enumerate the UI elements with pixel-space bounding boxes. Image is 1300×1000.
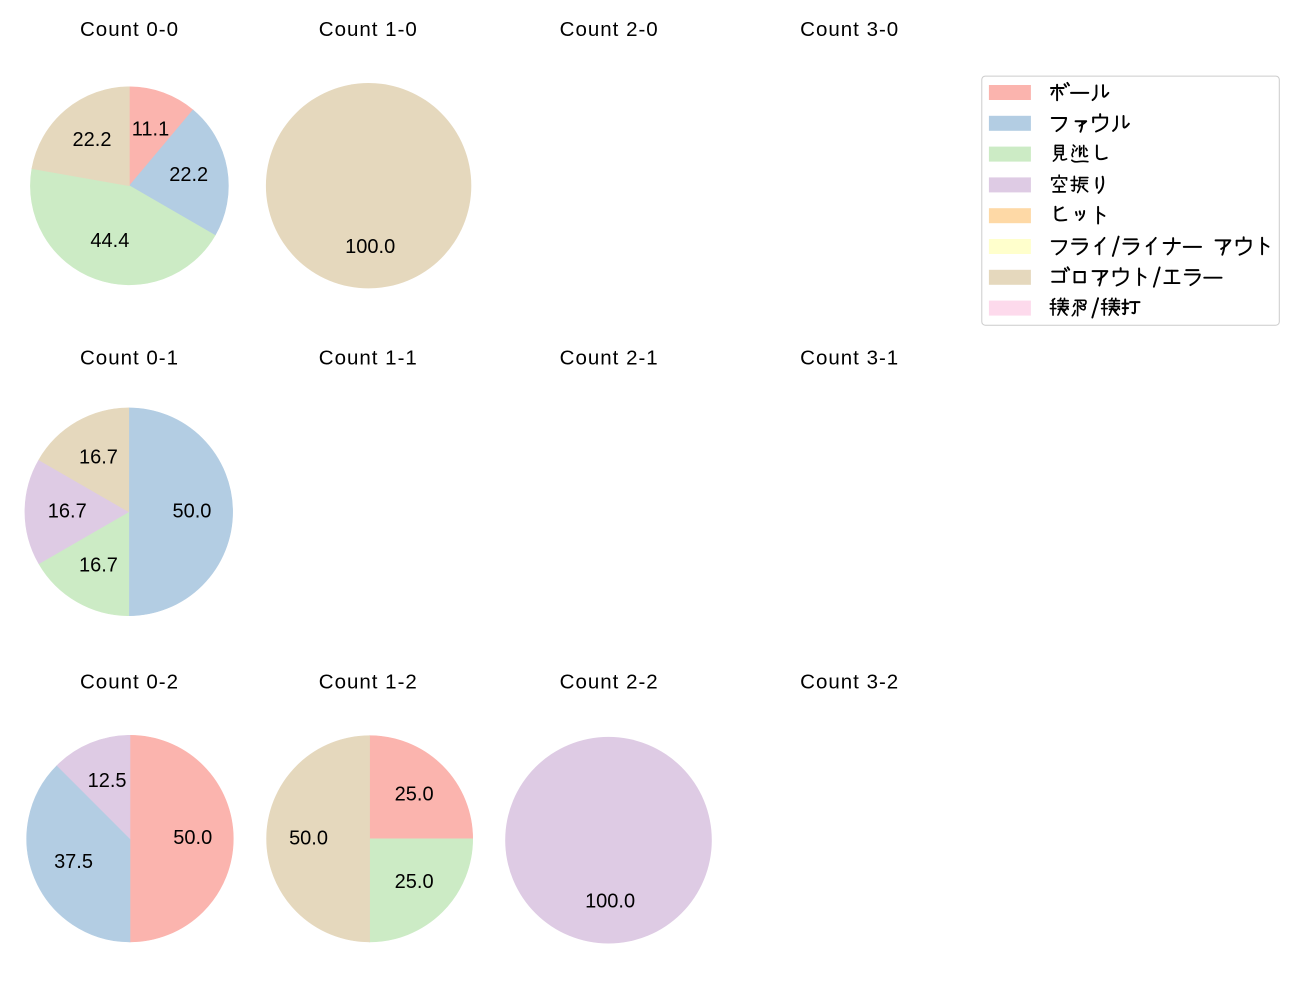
svg-text:25.0: 25.0 xyxy=(395,871,434,893)
svg-text:44.4: 44.4 xyxy=(90,230,129,252)
svg-text:50.0: 50.0 xyxy=(172,500,211,522)
svg-text:Count 0-2: Count 0-2 xyxy=(80,671,179,694)
svg-text:37.5: 37.5 xyxy=(54,851,93,873)
svg-text:12.5: 12.5 xyxy=(88,770,127,792)
svg-text:11.1: 11.1 xyxy=(132,118,169,140)
svg-text:Count 2-2: Count 2-2 xyxy=(560,671,659,694)
svg-text:Count 1-2: Count 1-2 xyxy=(319,671,418,694)
svg-text:Count 3-0: Count 3-0 xyxy=(800,18,899,41)
svg-text:Count 0-0: Count 0-0 xyxy=(80,18,179,41)
svg-text:Count 3-2: Count 3-2 xyxy=(800,671,899,694)
svg-text:22.2: 22.2 xyxy=(169,164,208,186)
svg-text:25.0: 25.0 xyxy=(395,784,434,806)
svg-text:50.0: 50.0 xyxy=(173,827,212,849)
svg-text:16.7: 16.7 xyxy=(79,554,118,576)
svg-text:50.0: 50.0 xyxy=(289,827,328,849)
svg-text:16.7: 16.7 xyxy=(79,446,118,468)
svg-text:Count 1-0: Count 1-0 xyxy=(319,18,418,41)
svg-text:16.7: 16.7 xyxy=(48,500,87,522)
svg-text:Count 2-1: Count 2-1 xyxy=(560,346,659,369)
svg-text:100.0: 100.0 xyxy=(585,891,635,913)
svg-text:Count 1-1: Count 1-1 xyxy=(319,346,418,369)
svg-text:Count 0-1: Count 0-1 xyxy=(80,346,179,369)
svg-text:Count 3-1: Count 3-1 xyxy=(800,346,899,369)
svg-text:22.2: 22.2 xyxy=(73,129,112,151)
svg-text:Count 2-0: Count 2-0 xyxy=(560,18,659,41)
svg-text:100.0: 100.0 xyxy=(345,236,395,258)
